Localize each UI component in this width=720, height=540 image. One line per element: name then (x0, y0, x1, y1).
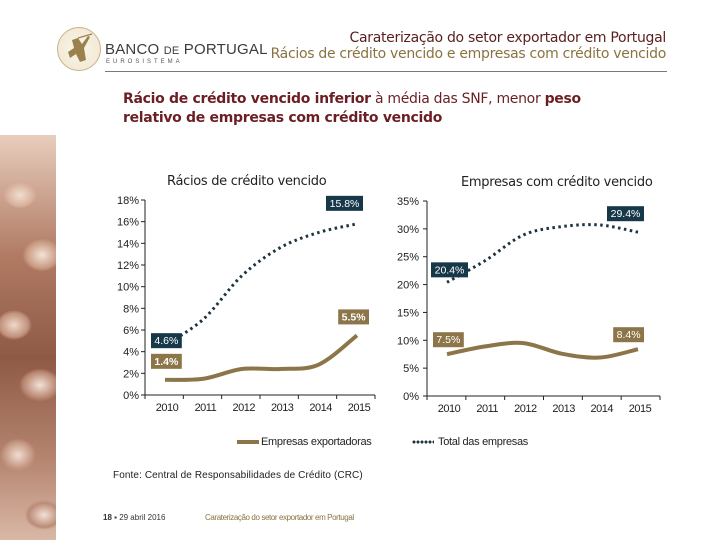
x-tick-label-1: 2010 (438, 403, 461, 415)
x-tick-label-0: 2010 (156, 402, 179, 414)
footer-title: Caraterização do setor exportador em Por… (205, 513, 354, 522)
y-tick-label-1: 15% (397, 307, 419, 319)
legend-label-exporters: Empresas exportadoras (261, 436, 372, 448)
y-tick-label-0: 14% (117, 238, 139, 250)
footer-date: 29 abril 2016 (119, 513, 166, 522)
chart-title-left: Rácios de crédito vencido (167, 174, 327, 189)
bank-name: BANCO DE PORTUGAL (105, 41, 268, 58)
source-note: Fonte: Central de Responsabilidades de C… (113, 470, 363, 481)
chart-title-right: Empresas com crédito vencido (461, 175, 653, 190)
y-tick-label-0: 4% (123, 347, 139, 359)
data-label-exporters-0: 1.4% (154, 356, 179, 368)
header-divider (105, 71, 667, 72)
data-label-exporters-1: 8.4% (617, 329, 641, 341)
y-tick-label-1: 30% (397, 224, 419, 236)
y-tick-label-0: 0% (123, 390, 139, 402)
x-tick-label-0: 2013 (271, 402, 294, 414)
legend-exporters: Empresas exportadoras (237, 436, 372, 448)
data-label-total-1: 20.4% (435, 264, 465, 276)
bank-name-part1: BANCO (105, 41, 160, 58)
y-tick-label-0: 10% (117, 282, 139, 294)
y-tick-label-1: 10% (397, 335, 419, 347)
data-label-bg-total-0 (326, 195, 363, 211)
y-tick-label-0: 8% (123, 303, 139, 315)
data-label-bg-total-1 (431, 262, 468, 278)
data-label-bg-exporters-0 (338, 309, 369, 325)
data-label-bg-exporters-0 (151, 353, 182, 369)
legend-swatch-solid (237, 440, 259, 444)
x-tick-label-1: 2011 (476, 403, 498, 415)
y-tick-label-0: 6% (123, 325, 139, 337)
headline-bold-2: peso relativo de empresas com crédito ve… (123, 91, 581, 126)
legend-label-total: Total das empresas (438, 436, 528, 448)
y-tick-label-1: 5% (403, 363, 419, 375)
y-tick-label-0: 12% (117, 260, 139, 272)
data-label-total-0: 15.8% (330, 198, 360, 210)
data-label-total-0: 4.6% (154, 335, 178, 347)
x-tick-label-0: 2011 (195, 402, 217, 414)
bank-subtitle: EUROSISTEMA (106, 59, 183, 65)
x-tick-label-1: 2013 (552, 403, 575, 415)
bank-name-part2: PORTUGAL (183, 41, 268, 58)
data-label-bg-exporters-1 (613, 327, 644, 343)
legend-total: Total das empresas (412, 436, 528, 448)
series-line-exporters-0 (164, 333, 359, 382)
series-line-total-0 (164, 222, 358, 347)
x-tick-label-1: 2015 (629, 403, 652, 415)
series-line-exporters-1 (446, 340, 639, 360)
x-tick-label-1: 2014 (591, 403, 614, 415)
slide-title: Caraterização do setor exportador em Por… (349, 30, 667, 46)
data-label-bg-total-1 (607, 206, 644, 222)
series-line-total-1 (446, 223, 639, 284)
x-tick-label-0: 2015 (348, 402, 371, 414)
x-tick-label-0: 2012 (233, 402, 256, 414)
data-label-total-1: 29.4% (611, 208, 641, 220)
data-label-bg-exporters-1 (433, 332, 464, 348)
y-tick-label-1: 0% (403, 391, 419, 403)
data-label-exporters-0: 5.5% (342, 311, 367, 323)
y-tick-label-1: 35% (397, 196, 419, 208)
slide-subtitle: Rácios de crédito vencido e empresas com… (270, 46, 667, 62)
headline-bold-1: Rácio de crédito vencido inferior (123, 91, 371, 107)
x-tick-label-0: 2014 (309, 402, 332, 414)
page-number: 18 (103, 513, 112, 522)
y-tick-label-0: 18% (117, 195, 139, 207)
data-label-exporters-1: 7.5% (436, 334, 460, 346)
data-label-bg-total-0 (151, 333, 182, 349)
x-tick-label-1: 2012 (514, 403, 537, 415)
headline-normal: à média das SNF, menor (370, 91, 545, 107)
y-tick-label-0: 16% (117, 217, 139, 229)
bank-name-de: DE (163, 45, 180, 57)
footer-page-date: 18 ▪ 29 abril 2016 (103, 513, 166, 522)
bank-logo-icon (57, 27, 101, 71)
decorative-side-image (0, 135, 56, 540)
y-tick-label-1: 25% (397, 252, 419, 264)
y-tick-label-1: 20% (397, 280, 419, 292)
legend-swatch-dotted (412, 440, 434, 444)
headline: Rácio de crédito vencido inferior à médi… (123, 90, 643, 128)
y-tick-label-0: 2% (123, 368, 139, 380)
